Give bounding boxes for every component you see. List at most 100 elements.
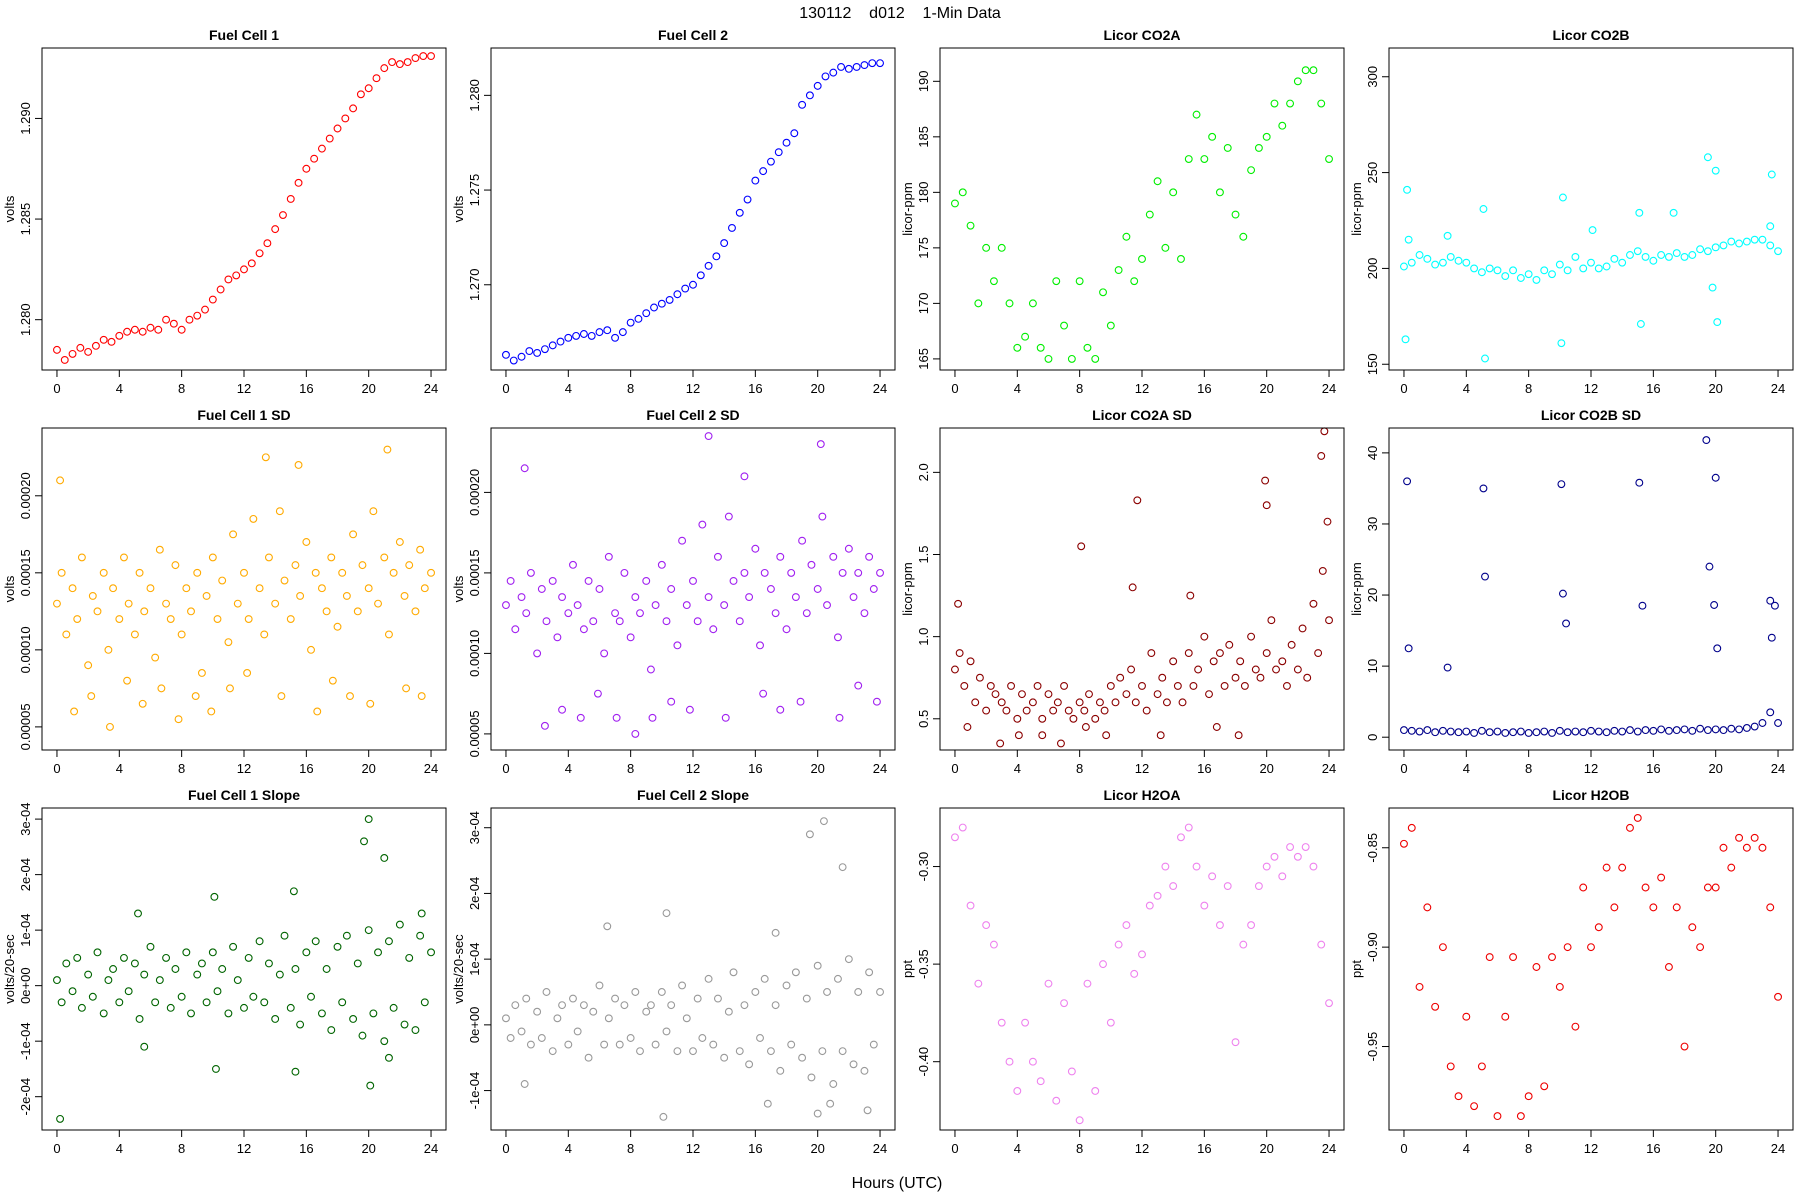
data-point	[558, 705, 567, 714]
data-point	[713, 552, 722, 561]
data-point	[829, 552, 838, 561]
data-point	[416, 931, 425, 940]
data-point	[177, 630, 186, 639]
y-axis: -2e-04 -1e-04 0e+00 1e-04 2e-04 3e-04	[18, 802, 42, 1115]
data-point	[1638, 601, 1647, 610]
data-point	[62, 630, 71, 639]
data-point	[138, 699, 147, 708]
data-point	[419, 52, 428, 60]
y-tick-label: -2e-04	[18, 1078, 33, 1116]
data-point	[1558, 589, 1567, 598]
data-point	[91, 341, 100, 350]
x-axis: 0 4 8 12 16 20 24	[951, 1130, 1336, 1156]
data-point	[1431, 1002, 1440, 1011]
data-point	[1303, 673, 1312, 682]
data-point	[807, 1073, 816, 1082]
data-point	[657, 560, 666, 569]
panel-title: Licor CO2A SD	[1092, 407, 1192, 423]
data-point	[249, 992, 258, 1001]
data-point	[88, 591, 97, 600]
data-point	[1005, 1057, 1014, 1066]
data-point	[185, 315, 194, 324]
data-point	[1727, 724, 1736, 733]
data-point	[193, 568, 202, 577]
data-point	[760, 568, 769, 577]
data-point	[1021, 332, 1030, 341]
y-axis: 0.00005 0.00010 0.00015 0.00020	[18, 472, 42, 750]
data-point	[823, 988, 831, 996]
data-point	[813, 585, 822, 593]
data-point	[844, 955, 853, 964]
data-point	[760, 974, 769, 983]
data-point	[1122, 232, 1131, 241]
data-point	[360, 837, 368, 846]
data-point	[277, 692, 286, 701]
data-point	[1325, 155, 1333, 163]
data-point	[612, 713, 621, 722]
data-point	[593, 689, 602, 698]
data-point	[134, 909, 142, 918]
data-point	[123, 676, 132, 685]
data-point	[1587, 726, 1595, 735]
data-point	[1286, 843, 1295, 851]
data-point	[311, 937, 320, 946]
data-point	[57, 998, 66, 1007]
data-point	[1446, 727, 1455, 736]
y-tick-label: 1.5	[916, 545, 931, 563]
data-point	[693, 617, 702, 626]
data-point	[502, 1014, 510, 1023]
panel-fuel-cell-2-sd: Fuel Cell 2 SD0 4 8 12 16 20 240.000050.000100…	[451, 407, 896, 776]
data-point	[704, 974, 713, 983]
y-axis-label: volts/20-sec	[451, 934, 466, 1004]
data-point	[1184, 649, 1193, 658]
data-point	[342, 591, 351, 600]
data-point	[782, 138, 791, 147]
data-point	[1056, 739, 1065, 748]
data-point	[1184, 155, 1193, 163]
data-point	[171, 965, 180, 973]
x-axis: 0 4 8 12 16 20 24	[502, 750, 887, 776]
data-point	[1138, 255, 1146, 263]
x-tick-label: 8	[1525, 761, 1532, 776]
data-point	[1407, 823, 1416, 832]
data-point	[1579, 728, 1588, 737]
data-point	[68, 349, 77, 358]
data-point	[1540, 266, 1549, 275]
data-point	[1635, 208, 1644, 217]
data-point	[77, 1003, 86, 1012]
data-point	[1735, 833, 1744, 842]
data-point	[388, 58, 397, 67]
data-point	[1267, 616, 1276, 625]
data-point	[600, 649, 609, 658]
data-point	[1102, 731, 1111, 740]
data-point	[963, 723, 972, 731]
data-point	[1286, 99, 1295, 108]
data-point	[1138, 681, 1146, 690]
data-point	[115, 998, 124, 1007]
data-point	[517, 593, 526, 601]
data-point	[380, 553, 389, 562]
data-point	[1562, 619, 1571, 628]
data-point	[522, 609, 531, 618]
data-point	[1540, 1082, 1549, 1091]
data-point	[124, 599, 133, 608]
data-point	[720, 239, 729, 248]
data-point	[420, 584, 429, 593]
x-tick-label: 16	[748, 1141, 762, 1156]
data-point	[1664, 963, 1673, 971]
data-point	[665, 295, 674, 304]
data-point	[642, 576, 651, 585]
data-point	[1401, 335, 1410, 344]
data-point	[1053, 698, 1062, 707]
data-point	[402, 684, 411, 693]
data-point	[1100, 706, 1109, 715]
data-point	[1423, 903, 1432, 912]
data-point	[997, 698, 1006, 707]
data-point	[120, 553, 128, 562]
y-tick-label: 190	[916, 70, 931, 92]
data-point	[307, 992, 315, 1001]
data-point	[1649, 726, 1658, 735]
y-tick-label: -0.35	[916, 949, 931, 979]
data-point	[805, 830, 814, 839]
y-tick-label: 1.280	[467, 79, 482, 112]
